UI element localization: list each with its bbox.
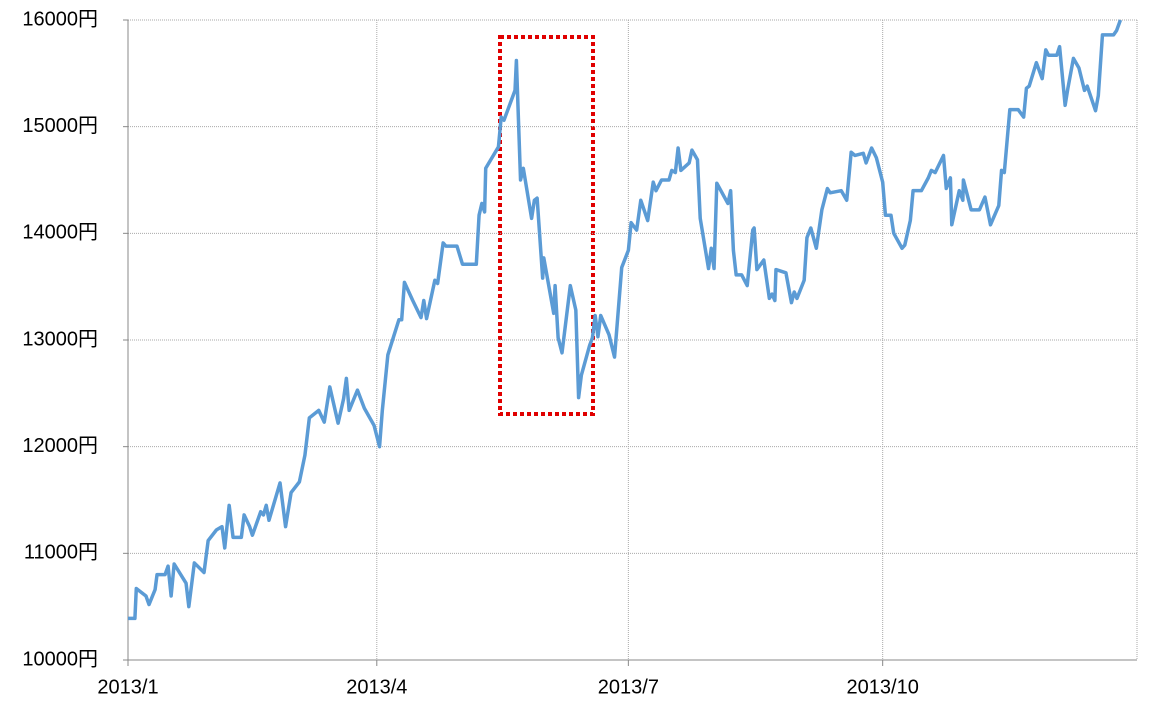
line — [128, 19, 1123, 621]
y-tick-label: 12000円 — [22, 435, 98, 457]
y-tick-label: 15000円 — [22, 115, 98, 137]
highlight-box — [498, 35, 595, 416]
y-tick-label: 10000円 — [22, 648, 98, 670]
y-tick-label: 11000円 — [24, 542, 98, 564]
x-tick-label: 2013/10 — [847, 676, 919, 698]
y-tick-label: 13000円 — [22, 328, 98, 350]
y-tick-label: 16000円 — [22, 8, 98, 30]
x-tick-label: 2013/1 — [97, 676, 158, 698]
y-tick-label: 14000円 — [22, 222, 98, 244]
x-tick-label: 2013/4 — [346, 676, 407, 698]
x-tick-label: 2013/7 — [598, 676, 659, 698]
